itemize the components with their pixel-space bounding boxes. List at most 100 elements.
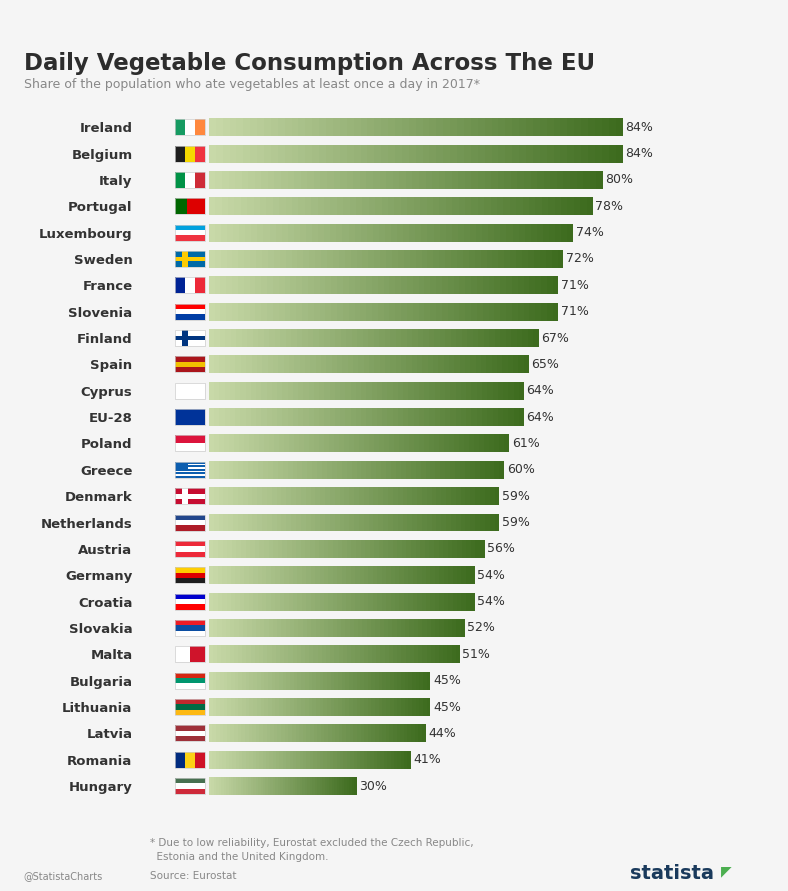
Bar	[429, 144, 437, 162]
Bar	[400, 593, 403, 610]
Bar	[303, 329, 308, 347]
Bar	[336, 224, 343, 241]
Bar	[333, 171, 340, 189]
Bar	[338, 672, 342, 690]
Bar	[337, 303, 343, 321]
Bar	[393, 672, 397, 690]
Bar	[307, 171, 314, 189]
Bar	[441, 513, 446, 532]
Bar	[482, 381, 487, 400]
Bar	[461, 381, 466, 400]
Bar	[258, 224, 263, 241]
Bar	[392, 540, 397, 558]
Bar	[356, 672, 360, 690]
Bar	[414, 381, 419, 400]
Bar	[385, 645, 388, 663]
Bar	[292, 250, 297, 268]
Bar	[440, 461, 445, 478]
Bar	[245, 224, 251, 241]
Bar	[325, 487, 330, 505]
Bar	[444, 593, 448, 610]
Bar	[470, 461, 474, 478]
Bar	[362, 250, 368, 268]
Bar	[264, 144, 271, 162]
Bar	[238, 303, 243, 321]
Bar	[373, 171, 380, 189]
Bar	[209, 777, 211, 795]
Bar	[503, 381, 508, 400]
Bar	[370, 540, 374, 558]
Bar	[305, 645, 309, 663]
Bar	[229, 513, 233, 532]
Bar	[209, 303, 214, 321]
Bar	[359, 567, 364, 584]
Bar	[379, 540, 384, 558]
Bar	[471, 408, 477, 426]
Bar	[277, 513, 281, 532]
Bar	[369, 513, 374, 532]
Bar	[528, 250, 533, 268]
Bar	[414, 619, 418, 637]
Bar	[366, 171, 373, 189]
Bar	[567, 144, 574, 162]
Bar	[432, 487, 437, 505]
Bar	[243, 619, 247, 637]
Bar	[465, 171, 471, 189]
Bar	[470, 540, 475, 558]
Bar	[490, 197, 497, 216]
Bar	[595, 144, 602, 162]
Bar	[357, 751, 360, 769]
Bar	[418, 303, 425, 321]
Bar	[264, 540, 269, 558]
Bar	[331, 698, 334, 716]
Bar	[345, 619, 350, 637]
Bar	[262, 303, 267, 321]
Bar	[369, 435, 374, 453]
Bar	[364, 567, 368, 584]
Bar	[386, 461, 391, 478]
Bar	[248, 461, 253, 478]
Bar	[305, 672, 309, 690]
Bar	[275, 567, 280, 584]
Bar	[281, 329, 286, 347]
Bar	[209, 487, 214, 505]
Bar	[218, 487, 223, 505]
Bar	[257, 356, 262, 373]
Bar	[224, 461, 229, 478]
Bar	[231, 698, 235, 716]
Bar	[355, 276, 360, 294]
Bar	[567, 224, 573, 241]
Bar	[331, 672, 334, 690]
Bar	[463, 250, 469, 268]
Bar	[480, 540, 485, 558]
Bar	[262, 356, 267, 373]
Bar	[388, 540, 392, 558]
Bar	[315, 593, 320, 610]
Bar	[381, 567, 386, 584]
Bar	[307, 593, 310, 610]
Bar	[267, 276, 273, 294]
Bar	[236, 356, 241, 373]
Bar	[248, 171, 255, 189]
Bar	[368, 329, 374, 347]
Bar	[354, 119, 360, 136]
Bar	[277, 487, 281, 505]
Bar	[422, 356, 428, 373]
Bar	[518, 303, 523, 321]
Bar	[238, 276, 243, 294]
Text: 80%: 80%	[605, 174, 634, 186]
Bar	[251, 645, 255, 663]
Bar	[526, 119, 533, 136]
Bar	[325, 329, 330, 347]
Text: 61%: 61%	[511, 437, 540, 450]
Bar	[570, 171, 577, 189]
Text: 41%: 41%	[413, 753, 441, 766]
Bar	[367, 119, 374, 136]
Bar	[406, 171, 412, 189]
Bar	[455, 381, 461, 400]
Bar	[494, 224, 500, 241]
Bar	[253, 461, 258, 478]
Bar	[337, 619, 341, 637]
Bar	[333, 250, 339, 268]
Bar	[329, 777, 332, 795]
